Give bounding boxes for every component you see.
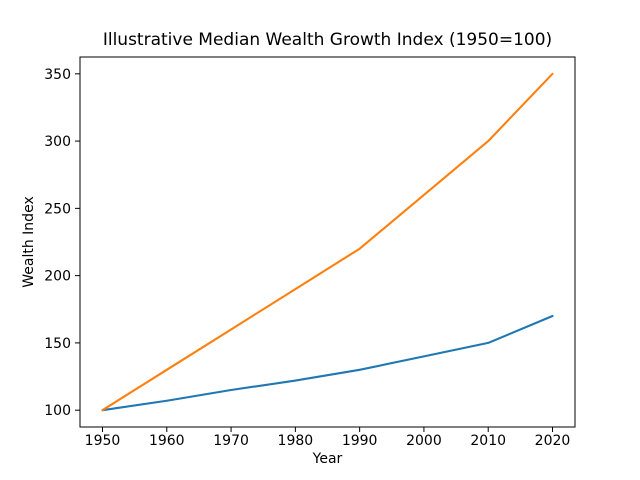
- x-axis-label: Year: [312, 451, 343, 467]
- x-tick-label: 2010: [470, 433, 506, 449]
- x-tick-label: 1990: [342, 433, 378, 449]
- chart-title: Illustrative Median Wealth Growth Index …: [103, 30, 552, 50]
- x-tick-label: 1970: [213, 433, 249, 449]
- y-tick-label: 150: [44, 336, 71, 352]
- x-tick-label: 2020: [535, 433, 571, 449]
- y-tick-label: 100: [44, 403, 71, 419]
- axes-frame: [79, 56, 576, 428]
- y-tick-label: 350: [44, 67, 71, 83]
- y-axis-label: Wealth Index: [21, 196, 37, 287]
- line-series-blue-line: [101, 314, 554, 412]
- x-tick-label: 2000: [406, 433, 442, 449]
- y-tick-label: 200: [44, 269, 71, 285]
- x-tick-label: 1950: [85, 433, 121, 449]
- line-series-orange-line: [101, 72, 554, 412]
- x-tick-label: 1960: [149, 433, 185, 449]
- plot-area: 1950 1960 1970 1980 1990 2000 2010 2020 100 150 20…: [44, 56, 576, 449]
- y-tick-label: 300: [44, 134, 71, 150]
- y-tick-label: 250: [44, 201, 71, 217]
- x-tick-label: 1980: [278, 433, 314, 449]
